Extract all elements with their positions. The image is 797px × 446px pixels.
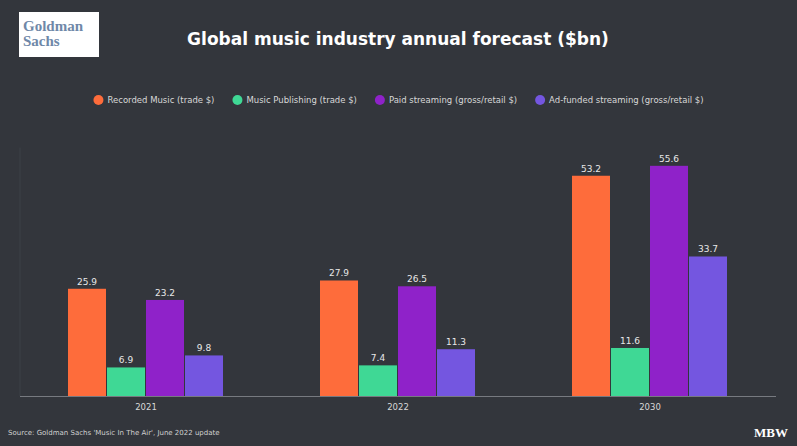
source: Source: Goldman Sachs 'Music In The Air'…	[8, 429, 220, 437]
bar	[359, 365, 397, 396]
bar	[146, 300, 184, 396]
data-label: 11.3	[446, 337, 466, 347]
logo-box	[19, 12, 99, 57]
chart: GoldmanSachs Global music industry annual…	[0, 0, 797, 446]
bar	[185, 355, 223, 396]
bar	[320, 280, 358, 396]
legend-label: Paid streaming (gross/retail $)	[389, 95, 517, 105]
bar	[650, 166, 688, 396]
brand: MBW	[754, 425, 788, 440]
legend-marker	[93, 95, 103, 105]
data-label: 26.5	[407, 274, 427, 284]
data-label: 7.4	[371, 353, 386, 363]
bars	[68, 166, 727, 396]
bar	[398, 286, 436, 396]
data-label: 27.9	[329, 268, 349, 278]
legend-label: Recorded Music (trade $)	[107, 95, 214, 105]
x-tick-label: 2021	[135, 402, 157, 412]
data-label: 6.9	[119, 355, 134, 365]
bar	[68, 289, 106, 396]
legend-label: Ad-funded streaming (gross/retail $)	[549, 95, 703, 105]
x-tick-label: 2022	[387, 402, 409, 412]
data-labels: 25.9 6.9 23.2 9.8 27.9 7.4 26.5 11.3 53.2 11.6 55.…	[77, 154, 718, 366]
legend-marker	[232, 95, 242, 105]
legend-marker	[535, 95, 545, 105]
logo-text: Goldman	[23, 18, 84, 34]
data-label: 23.2	[155, 288, 175, 298]
y-axis-line	[20, 148, 21, 396]
legend-marker	[375, 95, 385, 105]
data-label: 9.8	[197, 343, 212, 353]
data-label: 33.7	[698, 244, 718, 254]
data-label: 11.6	[620, 336, 640, 346]
bar	[437, 349, 475, 396]
legend-label: Music Publishing (trade $)	[246, 95, 356, 105]
x-axis-line	[20, 396, 776, 397]
data-label: 55.6	[659, 154, 679, 164]
data-label: 53.2	[581, 164, 601, 174]
bar	[689, 256, 727, 396]
legend: Recorded Music (trade $) Music Publishing…	[93, 95, 703, 105]
title: Global music industry annual forecast ($…	[187, 29, 609, 49]
logo-text: Sachs	[23, 33, 60, 49]
x-tick-label: 2030	[639, 402, 661, 412]
background	[0, 0, 797, 446]
bar	[572, 176, 610, 396]
bar	[611, 348, 649, 396]
data-label: 25.9	[77, 277, 97, 287]
bar	[107, 367, 145, 396]
